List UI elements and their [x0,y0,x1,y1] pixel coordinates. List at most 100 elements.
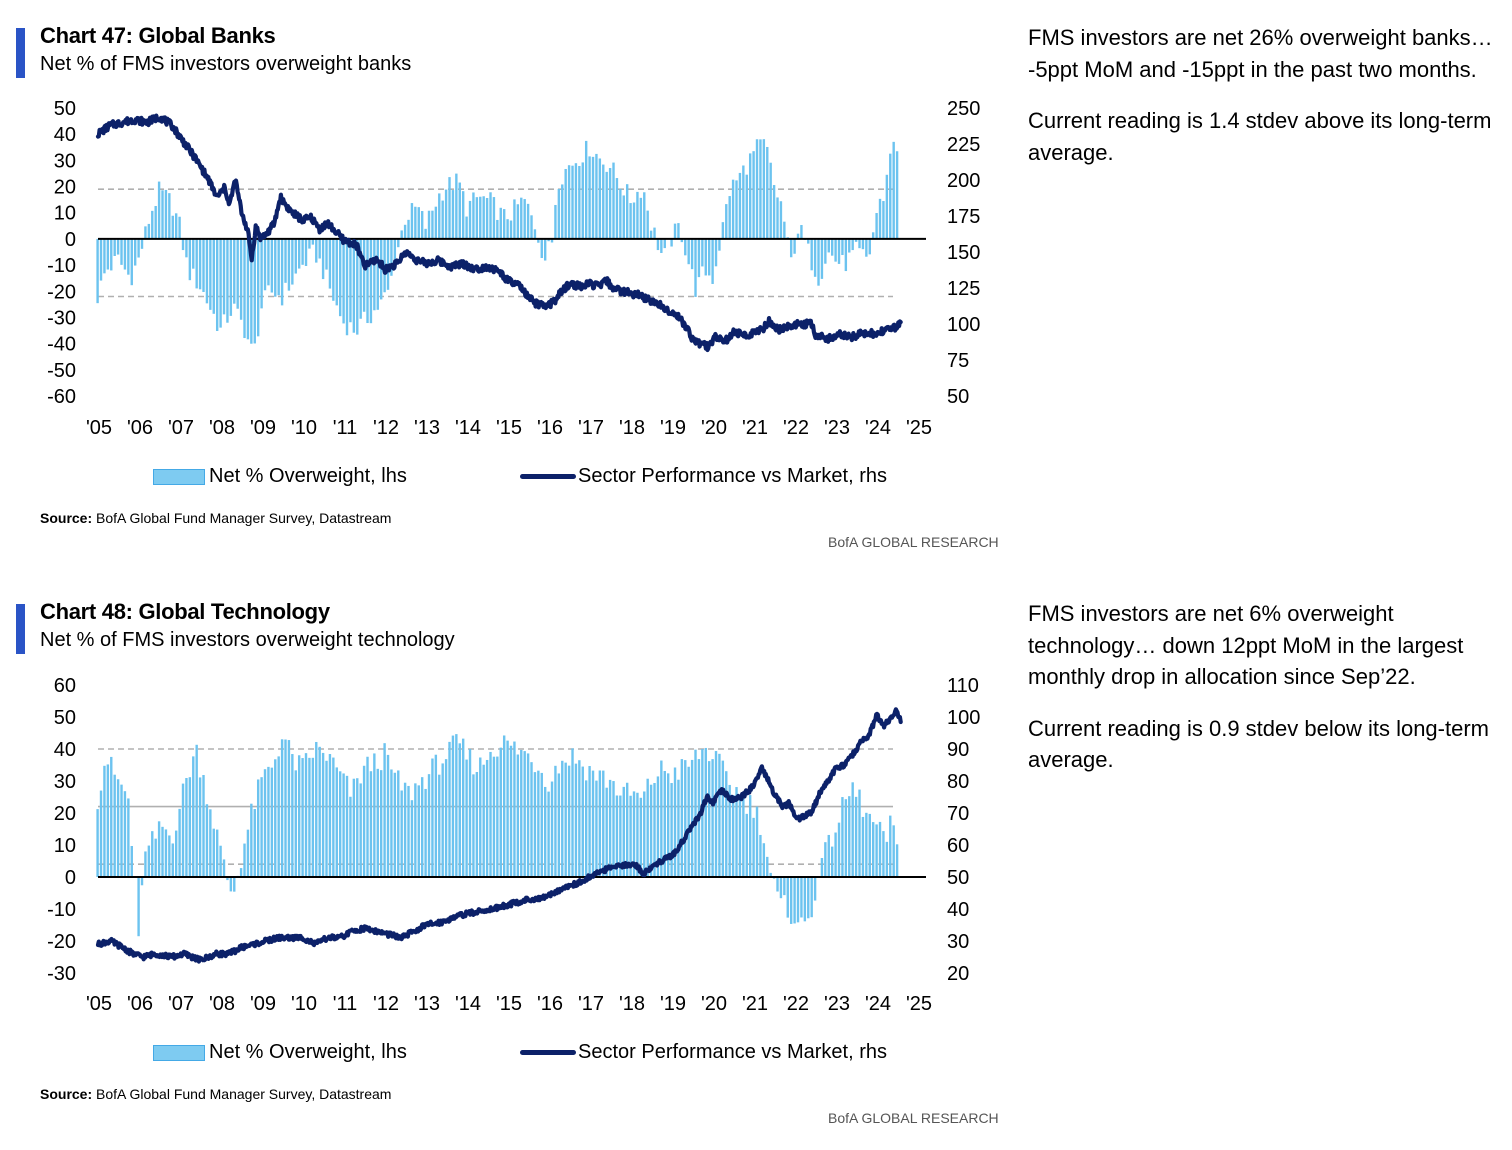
bar [116,779,120,877]
y-tick-left: -60 [47,386,76,408]
y-tick-right: 50 [947,386,969,408]
bar [779,201,783,239]
legend-bar-swatch [153,1044,205,1061]
bar [615,178,619,239]
bar [718,238,721,251]
y-tick-right: 60 [947,835,969,857]
bar [646,210,649,239]
bar [499,207,502,239]
bar [468,748,472,877]
bar [461,738,465,877]
bar [267,766,270,877]
bar [195,238,198,289]
bar [263,769,267,877]
bar [304,238,308,266]
bar [397,770,400,877]
bar [796,233,800,239]
bar [157,821,161,877]
chart-panel-banks: Chart 47: Global Banks Net % of FMS inve… [0,0,1010,570]
bar [246,829,250,877]
bar [127,238,130,275]
bar [287,740,291,877]
bar [875,213,878,239]
bar [871,232,875,239]
bar [718,753,721,877]
bar [598,770,602,877]
bar [479,196,482,239]
bar [677,779,680,877]
bar [571,165,574,239]
bar [161,826,164,877]
bar [584,140,588,239]
bar [752,151,755,239]
bar [748,153,752,239]
bar [721,222,725,239]
bar [707,238,711,276]
bar [174,830,178,877]
bar [502,735,506,877]
bar [656,238,660,251]
bar [588,766,591,877]
bar [649,784,653,877]
bar [643,192,646,239]
bar [246,238,250,340]
bar [386,754,390,877]
x-tick: '15 [496,993,522,1015]
bar [701,238,704,267]
y-tick-left: -40 [47,334,76,356]
bar [892,141,895,239]
bar [673,223,677,239]
y-tick-left: -30 [47,307,76,329]
bar [164,829,168,877]
bar [222,238,226,315]
bar [602,770,605,877]
x-tick: '08 [209,993,235,1015]
x-tick: '10 [291,993,317,1015]
bar [759,139,762,239]
bar [338,771,342,877]
bar [472,774,475,877]
bar [171,843,174,877]
bar [735,180,738,239]
x-tick: '20 [701,993,727,1015]
bar [540,772,543,877]
bar [537,770,540,877]
bar [496,219,499,239]
bar [697,238,701,278]
x-tick: '06 [127,417,153,439]
bar [455,173,458,239]
bar [130,238,133,286]
bar [417,207,420,239]
bar [113,238,116,256]
bar [161,190,164,239]
bar [359,783,362,877]
bar [865,812,868,877]
y-tick-left: -50 [47,360,76,382]
bar [858,789,861,877]
bar [841,797,844,877]
bar [793,238,796,254]
bar [704,747,707,877]
bar [684,760,687,877]
bar [318,746,321,877]
source-text: BofA Global Fund Manager Survey, Datastr… [96,1086,392,1102]
y-tick-left: 40 [54,739,76,761]
bar [400,790,403,877]
y-tick-left: 0 [65,229,76,251]
bar [889,815,892,877]
bar [277,238,280,296]
x-tick: '11 [333,417,358,439]
bar [516,204,520,239]
bar [677,223,680,239]
bar [622,786,625,877]
bar [595,780,598,877]
bar [581,766,584,877]
bar [776,197,779,239]
bar [181,238,185,251]
bar [738,799,742,877]
bar [352,778,356,877]
bar [772,185,776,239]
bar [215,238,219,331]
bar [328,754,332,877]
bar [277,756,280,877]
